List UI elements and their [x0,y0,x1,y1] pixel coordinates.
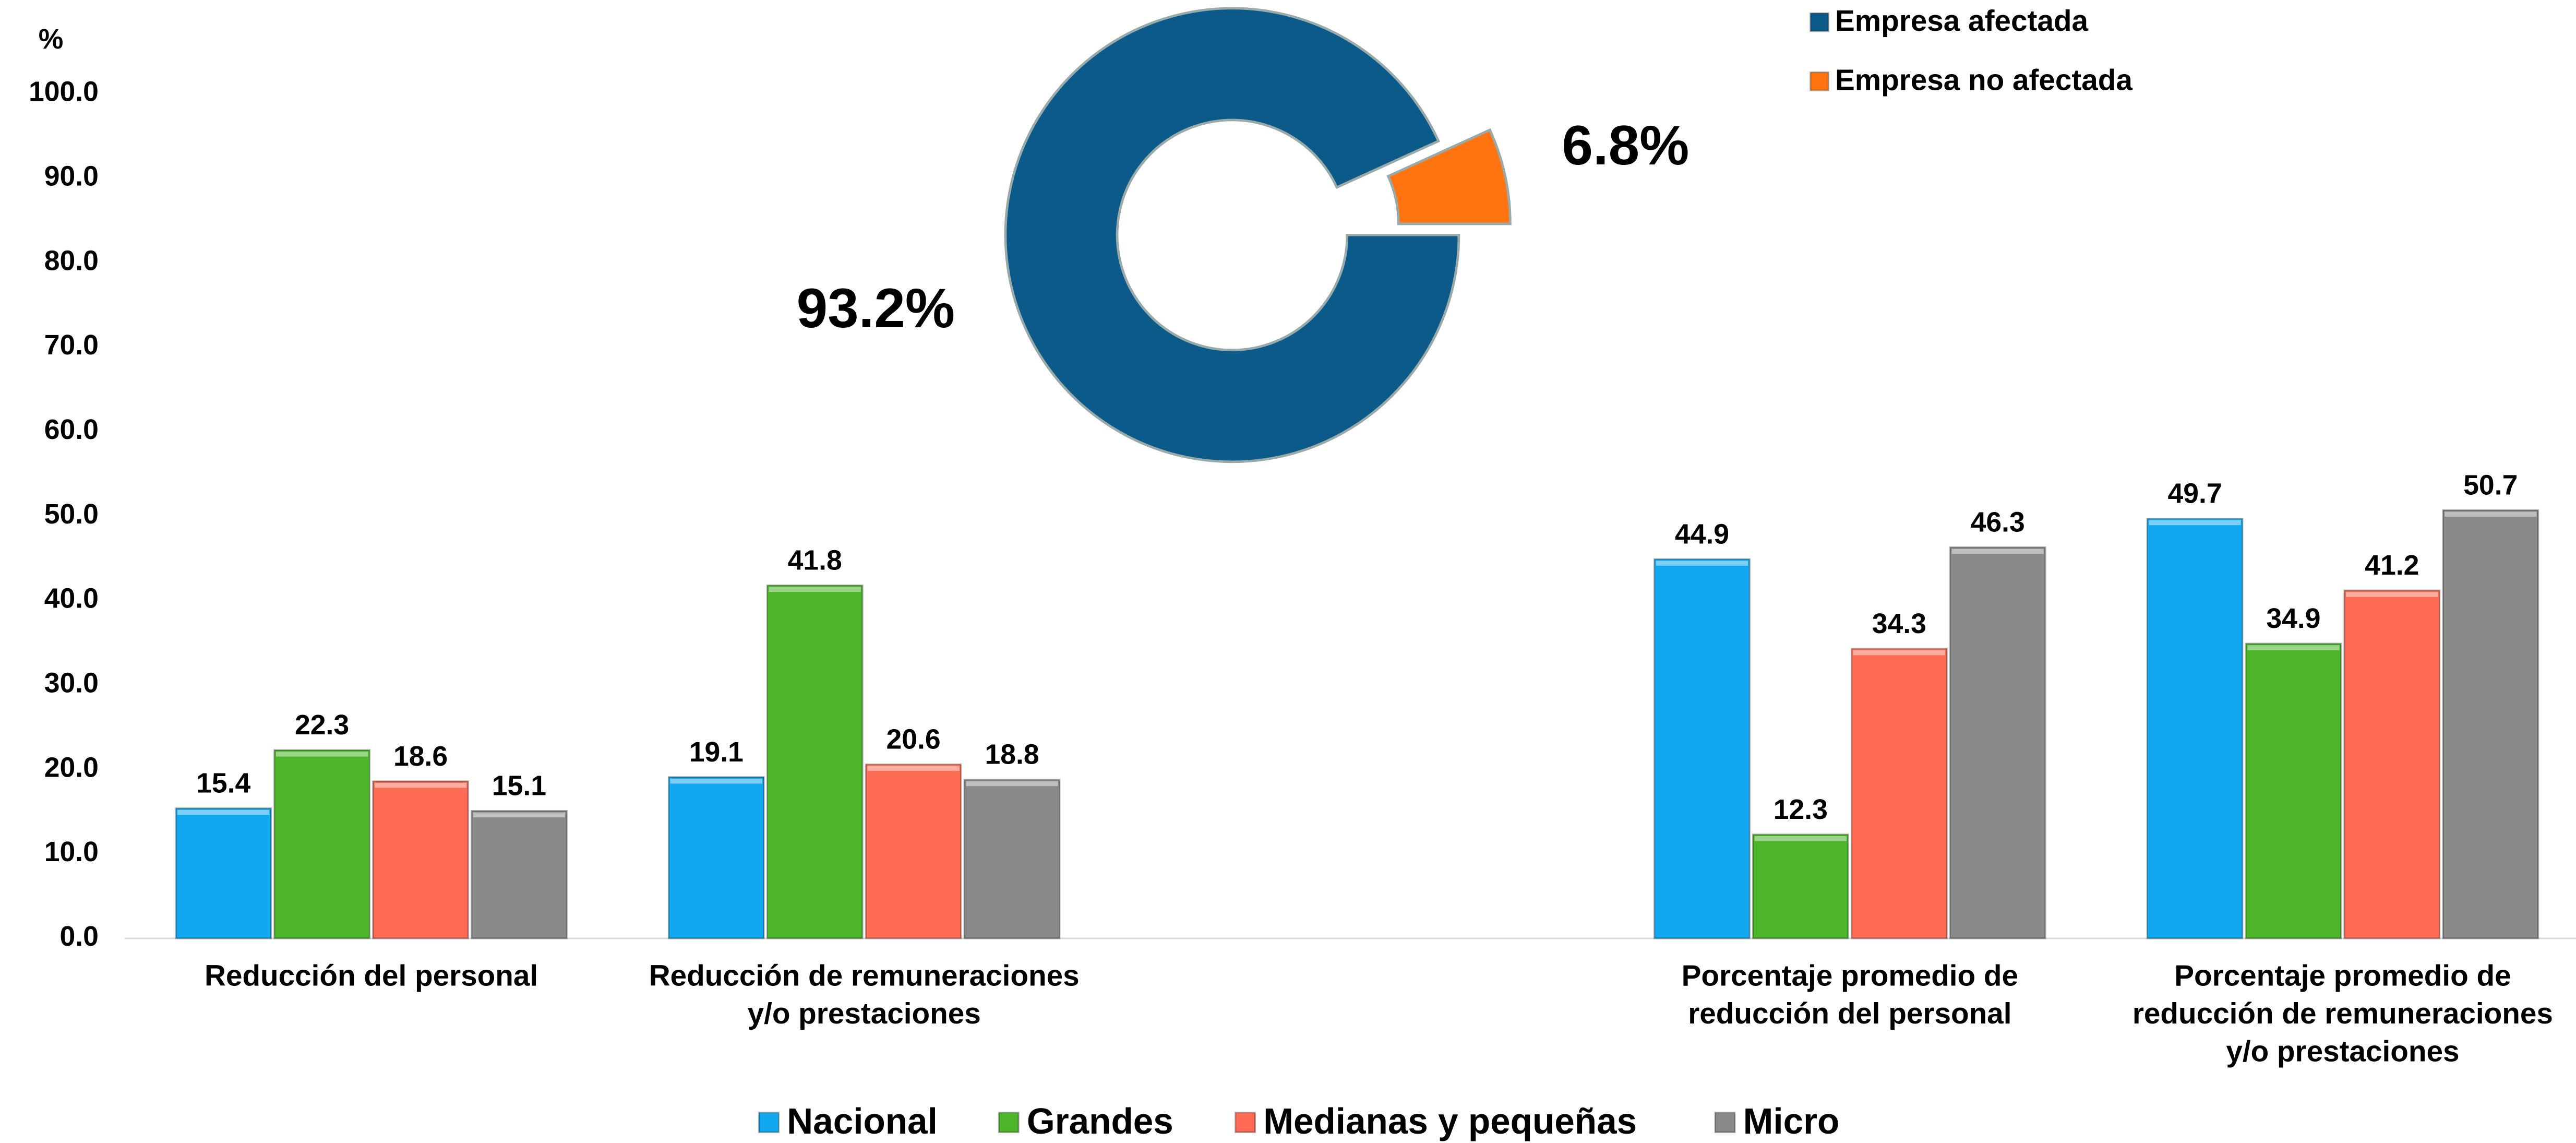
legend-label: Empresa no afectada [1835,64,2132,97]
legend-label: Grandes [1027,1101,1173,1141]
bar-highlight [1656,561,1748,566]
bar-highlight [275,752,368,757]
bar [2245,642,2342,939]
bar [175,807,272,939]
x-tick-label: Reducción de remuneraciones y/o prestacio… [649,959,1080,1030]
data-label: 41.2 [2365,550,2419,581]
y-tick-label: 70.0 [44,330,99,361]
data-label: 34.3 [1872,609,1926,639]
y-tick-label: 40.0 [44,584,99,614]
data-label: 12.3 [1774,794,1828,825]
legend-label: Empresa afectada [1835,5,2088,38]
data-label: 49.7 [2167,479,2222,509]
x-tick-label: Reducción del personal [205,959,538,992]
y-axis-label: % [39,24,64,55]
data-label: 18.6 [393,741,448,772]
x-tick-label: Porcentaje promedio de reducción del pers… [1682,959,2018,1030]
y-tick-label: 90.0 [44,161,99,192]
y-tick-label: 20.0 [44,752,99,783]
bar-highlight [1951,549,2044,554]
bar-highlight [473,812,566,818]
legend-label: Medianas y pequeñas [1263,1101,1637,1141]
legend-label: Nacional [787,1101,938,1141]
bar [1850,648,1948,939]
data-label: 46.3 [1971,507,2025,538]
bar-highlight [670,778,762,784]
bar-highlight [2247,645,2340,650]
data-label: 15.1 [492,771,546,802]
pie-slice [1004,7,1460,463]
bar-highlight [769,587,861,592]
data-label: 41.8 [788,545,842,576]
y-tick-label: 50.0 [44,499,99,530]
data-label: 22.3 [295,710,349,741]
bar [667,776,765,939]
bar [1654,558,1751,939]
bar [2442,509,2539,939]
bar [2343,589,2441,939]
bar-highlight [2445,511,2537,517]
y-tick-label: 100.0 [29,77,99,108]
bar [1752,834,1849,939]
data-label: 18.8 [985,740,1039,770]
pie-slice [1386,128,1512,225]
legend-swatch [758,1112,780,1134]
data-label: 44.9 [1675,519,1729,550]
y-tick-label: 10.0 [44,837,99,867]
legend-swatch [1714,1112,1736,1134]
bar [766,584,864,939]
data-label: 19.1 [689,737,744,768]
legend-swatch [1810,72,1829,91]
x-tick-label: Porcentaje promedio de reducción de remun… [2132,959,2553,1068]
bar-highlight [2346,592,2438,597]
bar-highlight [374,783,467,788]
data-label: 15.4 [196,768,250,799]
bar [273,749,371,939]
pie-label: 93.2% [797,277,955,339]
y-tick-label: 60.0 [44,414,99,445]
legend-swatch [998,1112,1020,1134]
data-label: 34.9 [2266,603,2320,634]
bar-highlight [867,766,960,771]
bar [372,780,469,939]
legend-swatch [1810,12,1829,32]
bar-highlight [1853,650,1945,656]
bar [1949,546,2046,939]
bar-highlight [1754,836,1847,841]
data-label: 20.6 [886,724,941,755]
y-tick-label: 0.0 [60,921,99,952]
data-label: 50.7 [2463,470,2518,501]
pie-label: 6.8% [1562,114,1689,176]
bar [471,809,568,939]
bar-highlight [966,781,1058,787]
y-tick-label: 30.0 [44,668,99,699]
bar [2146,518,2244,939]
bar-highlight [177,809,270,815]
legend-swatch [1235,1112,1256,1134]
legend-label: Micro [1743,1101,1840,1141]
bar-highlight [2149,520,2241,526]
bar [963,779,1061,939]
bar [865,763,962,939]
y-tick-label: 80.0 [44,245,99,276]
